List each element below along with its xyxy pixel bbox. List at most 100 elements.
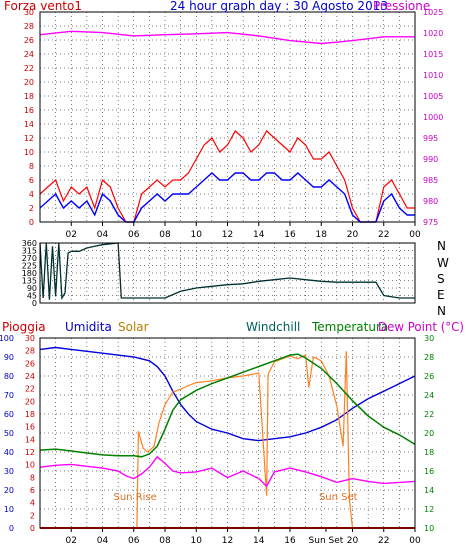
series-direction	[39, 242, 415, 301]
legend-rain: Pioggia	[2, 320, 46, 334]
wind-speed-tick: 20	[24, 78, 34, 87]
temperature-tick: 18	[424, 448, 434, 457]
wind-speed-tick: 0	[29, 218, 34, 227]
wind-speed-tick: 14	[24, 120, 34, 129]
rain-tick: 26	[25, 359, 35, 368]
wind-speed-tick: 24	[24, 50, 34, 59]
series-temperature	[39, 353, 416, 458]
humidity-tick: 40	[4, 448, 14, 457]
pressure-tick: 1015	[423, 50, 443, 59]
weather-x-tick-label: 00	[409, 536, 421, 546]
weather-x-tick-label: 08	[159, 536, 171, 546]
direction-degree-tick: 0	[32, 299, 37, 308]
pressure-tick: 1020	[423, 29, 443, 38]
weather-x-tick-label: 20	[347, 536, 359, 546]
direction-plot-frame	[39, 242, 416, 304]
direction-series	[39, 242, 415, 301]
weather-x-tick-label: 12	[222, 536, 233, 546]
wind-speed-tick: 16	[24, 106, 34, 115]
wind-speed-tick: 18	[24, 92, 34, 101]
legend-temperature: Temperatura	[311, 320, 388, 334]
direction-compass-tick: N	[437, 304, 446, 318]
wind-speed-tick: 10	[24, 148, 34, 157]
legend-dewpoint: Dew Point (°C)	[378, 320, 464, 334]
rain-tick: 0	[30, 524, 35, 533]
temperature-tick: 14	[424, 486, 434, 495]
rain-tick: 10	[25, 461, 35, 470]
direction-compass-tick: S	[437, 272, 445, 286]
weather-x-tick-label: 02	[66, 536, 77, 546]
direction-compass-tick: E	[437, 288, 445, 302]
direction-degree-tick: 225	[22, 262, 37, 271]
series-solar	[40, 351, 415, 529]
graph-title: 24 hour graph day : 30 Agosto 2013	[170, 0, 388, 13]
temperature-tick: 16	[424, 467, 434, 476]
wind-x-tick-label: 12	[222, 230, 233, 240]
weather-x-tick-label: 14	[253, 536, 265, 546]
legend-humidity: Umidita	[65, 320, 112, 334]
rain-tick: 24	[25, 372, 35, 381]
wind-speed-tick: 12	[24, 134, 34, 143]
temperature-tick: 26	[424, 372, 434, 381]
pressure-tick: 980	[423, 197, 438, 206]
series-pressure	[39, 30, 415, 45]
humidity-tick: 60	[4, 410, 14, 419]
temperature-tick: 20	[424, 429, 434, 438]
wind-x-tick-label: 22	[378, 230, 389, 240]
series-gust	[39, 130, 415, 223]
wind-x-tick-label: 02	[66, 230, 77, 240]
temperature-tick: 10	[424, 524, 434, 533]
temperature-tick: 28	[424, 353, 434, 362]
direction-compass-tick: N	[437, 239, 446, 253]
pressure-tick: 1025	[423, 8, 443, 17]
humidity-tick: 50	[4, 429, 14, 438]
pressure-tick: 1005	[423, 92, 443, 101]
weather-x-tick-label: 16	[284, 536, 296, 546]
weather-x-tick-label: 04	[97, 536, 109, 546]
direction-degree-tick: 360	[22, 239, 37, 248]
humidity-ticks: 0 10 20 30 40 50 60 70 80 90 100	[0, 334, 14, 533]
direction-grid	[40, 243, 415, 303]
wind-x-tick-label: 16	[284, 230, 296, 240]
rain-tick: 20	[25, 397, 35, 406]
rain-tick: 8	[30, 473, 35, 482]
wind-speed-tick: 6	[29, 176, 34, 185]
humidity-tick: 90	[4, 353, 14, 362]
temperature-tick: 12	[424, 505, 434, 514]
rain-tick: 2	[30, 511, 35, 520]
direction-degree-tick: 315	[22, 247, 37, 256]
wind-speed-tick: 26	[24, 36, 34, 45]
series-dewpoint	[39, 455, 416, 488]
pressure-label: Pressione	[373, 0, 430, 13]
pressure-tick: 995	[423, 134, 438, 143]
temperature-tick: 24	[424, 391, 434, 400]
wind-x-tick-label: 10	[191, 230, 203, 240]
wind-speed-tick: 28	[24, 22, 34, 31]
humidity-tick: 100	[0, 334, 14, 343]
pressure-tick: 975	[423, 218, 438, 227]
weather-x-ticks: 02 04 06 08 10 12 14 16 Sun Set 20 22 00	[66, 528, 421, 546]
series-average	[39, 172, 415, 223]
wind-speed-tick: 30	[24, 8, 34, 17]
direction-degree-tick: 90	[27, 284, 37, 293]
direction-degree-tick: 270	[22, 254, 37, 263]
sun-annotations: Sun Rise Sun Set	[113, 492, 357, 503]
pressure-tick: 985	[423, 176, 438, 185]
rain-tick: 22	[25, 385, 35, 394]
pressure-tick: 990	[423, 155, 438, 164]
humidity-tick: 30	[4, 467, 14, 476]
weather-grid	[40, 338, 415, 528]
wind-x-tick-label: 20	[347, 230, 359, 240]
pressure-tick: 1000	[423, 113, 443, 122]
humidity-tick: 0	[9, 524, 14, 533]
rain-tick: 14	[25, 435, 35, 444]
rain-tick: 12	[25, 448, 35, 457]
humidity-tick: 10	[4, 505, 14, 514]
legend-windchill: Windchill	[246, 320, 300, 334]
